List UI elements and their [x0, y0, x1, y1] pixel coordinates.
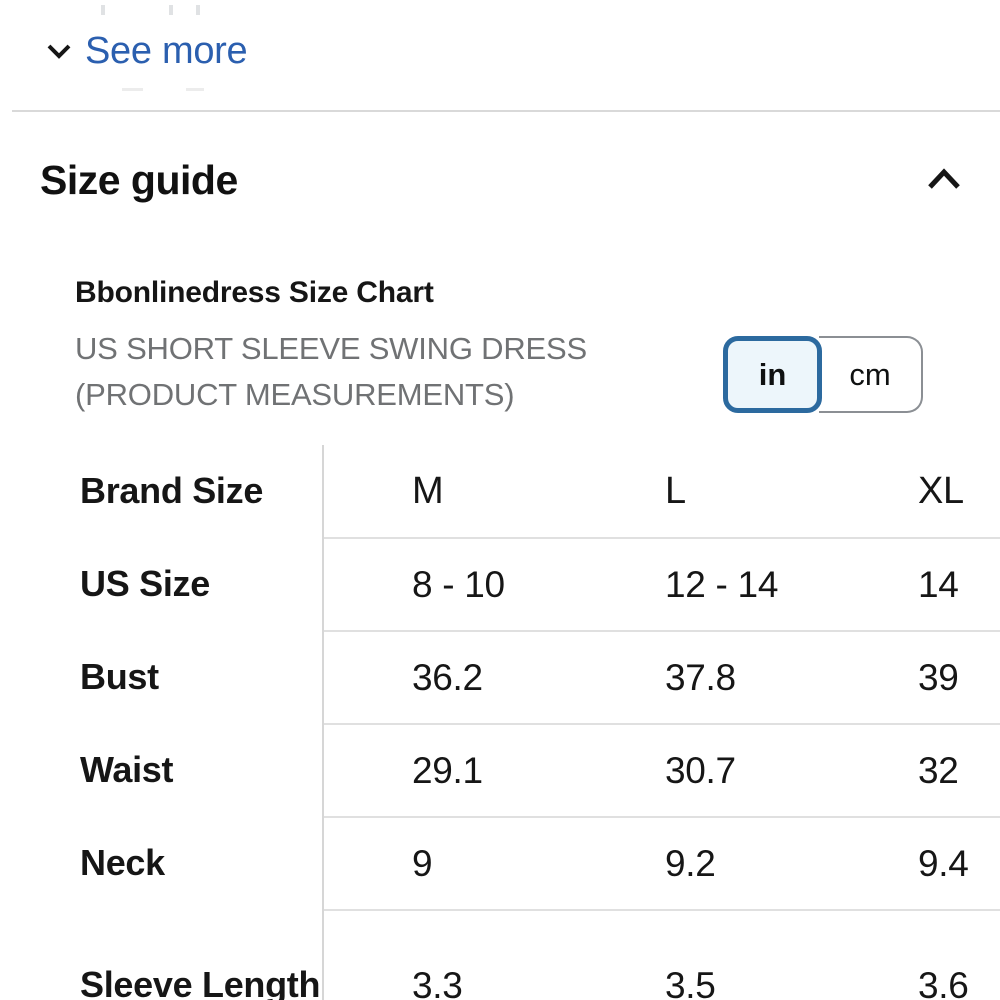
table-cell: 12 - 14	[575, 537, 828, 630]
table-cell: 32	[828, 723, 1000, 816]
table-cell: 36.2	[322, 630, 575, 723]
cropped-content-artifact	[101, 5, 105, 15]
cropped-content-artifact	[196, 5, 200, 15]
table-row-label: US Size	[80, 562, 210, 604]
table-corner-label: Brand Size	[80, 470, 264, 511]
table-header-row: Brand Size M L XL	[40, 445, 1000, 537]
table-cell: 9	[322, 816, 575, 909]
table-cell: 3.6	[828, 909, 1000, 1000]
table-cell: 3.3	[322, 909, 575, 1000]
table-row: US Size 8 - 10 12 - 14 14	[40, 537, 1000, 630]
table-row-label: Bust	[80, 655, 159, 697]
table-row: Bust 36.2 37.8 39	[40, 630, 1000, 723]
table-row-label: Neck	[80, 841, 165, 883]
table-cell: 9.2	[575, 816, 828, 909]
cropped-content-artifact	[122, 88, 143, 91]
see-more-label: See more	[85, 29, 248, 72]
table-vertical-divider	[322, 445, 324, 1000]
table-row: Waist 29.1 30.7 32	[40, 723, 1000, 816]
size-chart-table: Brand Size M L XL US Size 8 - 10 12 - 14…	[40, 445, 1000, 1000]
table-cell: 29.1	[322, 723, 575, 816]
table-cell: 30.7	[575, 723, 828, 816]
size-guide-header[interactable]: Size guide	[40, 152, 962, 208]
see-more-link[interactable]: See more	[46, 29, 248, 72]
cropped-content-artifact	[169, 5, 173, 15]
table-cell: 8 - 10	[322, 537, 575, 630]
table-column-header: L	[665, 469, 686, 512]
size-guide-title: Size guide	[40, 157, 238, 203]
table-cell: 14	[828, 537, 1000, 630]
table-cell: 9.4	[828, 816, 1000, 909]
chevron-down-icon	[46, 43, 72, 59]
unit-in-button[interactable]: in	[723, 336, 822, 413]
table-cell: 3.5	[575, 909, 828, 1000]
table-row: Sleeve Length 3.3 3.5 3.6	[40, 909, 1000, 1000]
chevron-up-icon[interactable]	[926, 166, 962, 192]
table-cell: 37.8	[575, 630, 828, 723]
table-column-header: M	[412, 469, 444, 512]
cropped-content-artifact	[186, 88, 204, 91]
section-divider	[12, 110, 1000, 112]
table-row-label: Sleeve Length	[80, 963, 321, 1000]
size-chart-subtitle: US SHORT SLEEVE SWING DRESS (PRODUCT MEA…	[75, 331, 587, 412]
unit-toggle: in cm	[723, 336, 923, 413]
unit-cm-button[interactable]: cm	[819, 336, 923, 413]
table-column-header: XL	[918, 469, 964, 512]
table-row-label: Waist	[80, 748, 174, 790]
table-row: Neck 9 9.2 9.4	[40, 816, 1000, 909]
table-cell: 39	[828, 630, 1000, 723]
size-chart-title: Bbonlinedress Size Chart	[75, 276, 434, 309]
